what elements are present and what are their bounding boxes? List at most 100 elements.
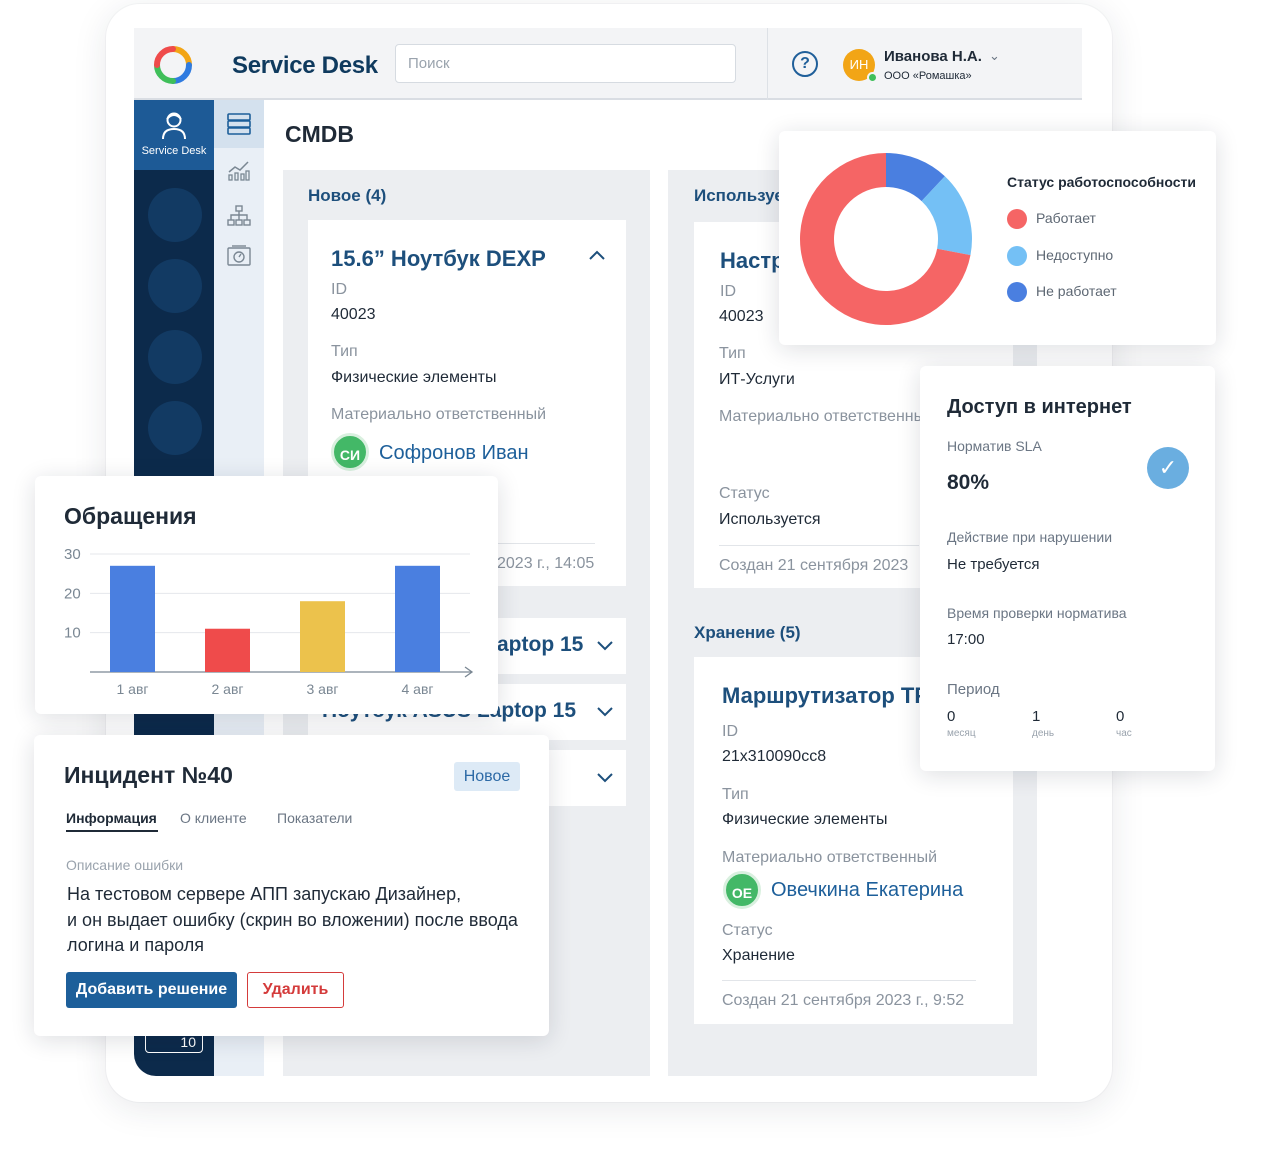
owner-name[interactable]: Овечкина Екатерина [771, 879, 964, 901]
x-tick-label: 1 авг [116, 681, 148, 697]
status-badge: Новое [454, 762, 520, 791]
id-label: ID [722, 723, 738, 740]
sla-action-value: Не требуется [947, 556, 1040, 573]
bar [395, 565, 440, 672]
sla-check-time-label: Время проверки норматива [947, 605, 1127, 621]
sidebar-item-3[interactable] [148, 330, 202, 384]
card-divider [719, 545, 919, 546]
x-tick-label: 3 авг [306, 681, 338, 697]
tab-metrics[interactable]: Показатели [277, 810, 353, 826]
period-day-unit: день [1032, 728, 1055, 739]
sidebar-item-service-desk[interactable] [134, 100, 214, 170]
sub-sidebar-active-item[interactable] [214, 100, 264, 148]
expand-chevron-icon[interactable] [596, 638, 614, 656]
period-hour-unit: час [1116, 728, 1132, 739]
tab-client[interactable]: О клиенте [180, 810, 247, 826]
status-label: Статус [722, 922, 773, 939]
type-value: Физические элементы [331, 369, 497, 386]
sla-norm-value: 80% [947, 471, 990, 494]
online-status-dot [867, 72, 878, 83]
user-menu-chevron-icon[interactable]: ⌄ [989, 48, 1000, 63]
status-label: Статус [719, 485, 770, 502]
legend-dot-down [1007, 282, 1027, 302]
legend-dot-working [1007, 209, 1027, 229]
status-legend-title: Статус работоспособности [1007, 174, 1196, 190]
sla-title: Доступ в интернет [947, 396, 1132, 418]
donut-slice-3 [886, 153, 945, 202]
type-value: Физические элементы [722, 811, 888, 828]
expand-chevron-icon[interactable] [596, 704, 614, 722]
sla-panel [920, 366, 1215, 771]
sla-action-label: Действие при нарушении [947, 529, 1113, 545]
y-tick-label: 20 [64, 585, 81, 602]
column-new-header: Новое (4) [308, 186, 387, 205]
owner-avatar: ОЕ [723, 871, 761, 909]
type-value: ИТ-Услуги [719, 371, 795, 388]
status-donut-chart [800, 153, 972, 325]
owner-avatar: СИ [331, 433, 369, 471]
x-tick-label: 2 авг [211, 681, 243, 697]
type-label: Тип [719, 345, 746, 362]
owner-label: Материально ответственный [722, 849, 938, 866]
legend-label-working: Работает [1036, 210, 1096, 226]
sla-norm-label: Норматив SLA [947, 438, 1042, 454]
add-solution-button[interactable]: Добавить решение [66, 972, 237, 1008]
legend-dot-unavailable [1007, 246, 1027, 266]
tab-information[interactable]: Информация [66, 810, 157, 826]
period-hour-value: 0 [1116, 708, 1125, 725]
status-value: Используется [719, 511, 821, 528]
sidebar-active-label: Service Desk [141, 145, 207, 157]
period-month-value: 0 [947, 708, 956, 725]
card-divider [722, 980, 976, 981]
incident-title: Инцидент №40 [64, 762, 233, 788]
help-icon[interactable]: ? [792, 51, 818, 77]
user-name[interactable]: Иванова Н.А. [884, 48, 982, 65]
error-description-line: На тестовом сервере АПП запускаю Дизайне… [67, 884, 462, 904]
monitor-gauge-icon[interactable] [226, 244, 252, 268]
status-value: Хранение [722, 947, 795, 964]
delete-button[interactable]: Удалить [247, 972, 344, 1008]
owner-label: Материально ответственный [331, 406, 547, 423]
id-label: ID [720, 283, 736, 300]
requests-chart-title: Обращения [64, 503, 197, 529]
donut-slice-1 [800, 153, 971, 325]
collapse-chevron-icon[interactable] [588, 248, 606, 266]
sidebar-item-1[interactable] [148, 188, 202, 242]
card-title: Маршрутизатор TP [722, 683, 930, 708]
bar [300, 601, 345, 672]
hierarchy-icon[interactable] [226, 204, 252, 228]
id-value: 40023 [719, 308, 764, 325]
x-axis-arrow [464, 666, 474, 678]
card-divider [495, 543, 595, 544]
error-description-line: и он выдает ошибку (скрин во вложении) п… [67, 909, 518, 930]
header-divider [767, 28, 768, 100]
created-date: 2023 г., 14:05 [497, 555, 595, 572]
sidebar-item-2[interactable] [148, 259, 202, 313]
owner-label: Материально ответственный [719, 408, 935, 425]
bar [205, 628, 250, 672]
sidebar-item-4[interactable] [148, 401, 202, 455]
page-title: CMDB [285, 121, 354, 147]
owner-name[interactable]: Софронов Иван [379, 442, 529, 464]
x-tick-label: 4 авг [401, 681, 433, 697]
support-agent-icon [162, 112, 186, 140]
search-input[interactable] [395, 44, 736, 83]
error-description-line: логина и пароля [67, 935, 204, 955]
id-value: 21x310090cc8 [722, 748, 827, 765]
donut-slice-2 [921, 176, 972, 256]
analytics-icon[interactable] [226, 158, 252, 182]
created-date: Создан 21 сентября 2023 г., 9:52 [722, 992, 965, 1009]
sla-check-time-value: 17:00 [947, 631, 985, 648]
app-title: Service Desk [232, 52, 378, 79]
legend-label-down: Не работает [1036, 283, 1117, 299]
requests-bar-chart: 10 20 30 1 авг 2 авг 3 авг 4 авг [64, 546, 474, 697]
error-description-label: Описание ошибки [66, 857, 184, 873]
collapsed-card-title: aptop 15 [497, 633, 584, 656]
id-label: ID [331, 281, 347, 298]
app-logo-icon [154, 46, 192, 84]
database-icon[interactable] [226, 112, 252, 136]
sla-period-label: Период [947, 681, 1000, 698]
check-icon: ✓ [1147, 447, 1189, 489]
bar [110, 565, 155, 672]
expand-chevron-icon[interactable] [596, 770, 614, 788]
